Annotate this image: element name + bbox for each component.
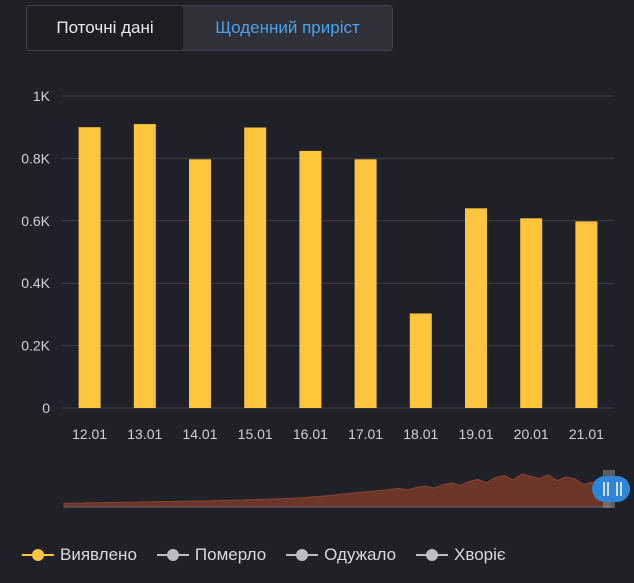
legend-marker-icon bbox=[416, 549, 449, 561]
bar bbox=[354, 159, 377, 408]
x-tick-label: 15.01 bbox=[238, 426, 273, 442]
legend-marker-icon bbox=[286, 549, 319, 561]
legend-marker-icon bbox=[22, 549, 54, 561]
navigator-area bbox=[63, 473, 611, 508]
x-tick-label: 16.01 bbox=[293, 426, 328, 442]
x-tick-label: 13.01 bbox=[127, 426, 162, 442]
bar bbox=[133, 124, 156, 408]
y-tick-label: 0.8K bbox=[21, 150, 50, 166]
legend-item[interactable]: Хворіє bbox=[416, 545, 506, 565]
legend-label: Одужало bbox=[324, 545, 397, 564]
legend-label: Померло bbox=[194, 545, 267, 564]
tab-current-data[interactable]: Поточні дані bbox=[27, 6, 183, 50]
legend-item[interactable]: Померло bbox=[156, 545, 267, 565]
legend-label: Виявлено bbox=[60, 545, 137, 564]
legend-marker-icon bbox=[156, 549, 189, 561]
y-tick-label: 0.2K bbox=[21, 338, 50, 354]
chart-legend: Виявлено Померло Одужало Хворіє bbox=[22, 542, 506, 568]
bar bbox=[409, 313, 432, 408]
x-tick-label: 12.01 bbox=[72, 426, 107, 442]
bar bbox=[299, 150, 322, 409]
legend-item[interactable]: Виявлено bbox=[22, 545, 137, 565]
y-tick-label: 0.6K bbox=[21, 213, 50, 229]
bar bbox=[520, 218, 543, 408]
x-tick-label: 19.01 bbox=[458, 426, 493, 442]
y-tick-label: 1K bbox=[33, 88, 51, 104]
tab-daily-increase[interactable]: Щоденний приріст bbox=[183, 6, 392, 50]
bar bbox=[78, 127, 101, 408]
daily-bar-chart: 0 0.2K 0.4K 0.6K 0.8K 1K 12.01 13.01 14.01 15.01 1… bbox=[21, 88, 630, 508]
x-tick-label: 14.01 bbox=[182, 426, 217, 442]
legend-label: Хворіє bbox=[454, 545, 506, 564]
x-tick-label: 21.01 bbox=[569, 426, 604, 442]
x-tick-label: 20.01 bbox=[514, 426, 549, 442]
y-tick-label: 0.4K bbox=[21, 275, 50, 291]
bar bbox=[189, 159, 211, 408]
x-tick-label: 18.01 bbox=[403, 426, 438, 442]
view-tabs: Поточні дані Щоденний приріст bbox=[26, 5, 393, 51]
x-tick-label: 17.01 bbox=[348, 426, 383, 442]
bar bbox=[244, 127, 267, 409]
legend-item[interactable]: Одужало bbox=[286, 545, 396, 565]
y-tick-label: 0 bbox=[42, 400, 50, 416]
navigator-handle[interactable] bbox=[592, 476, 630, 502]
navigator-handle-body bbox=[592, 476, 630, 502]
bar bbox=[465, 208, 487, 408]
bar bbox=[575, 221, 598, 408]
